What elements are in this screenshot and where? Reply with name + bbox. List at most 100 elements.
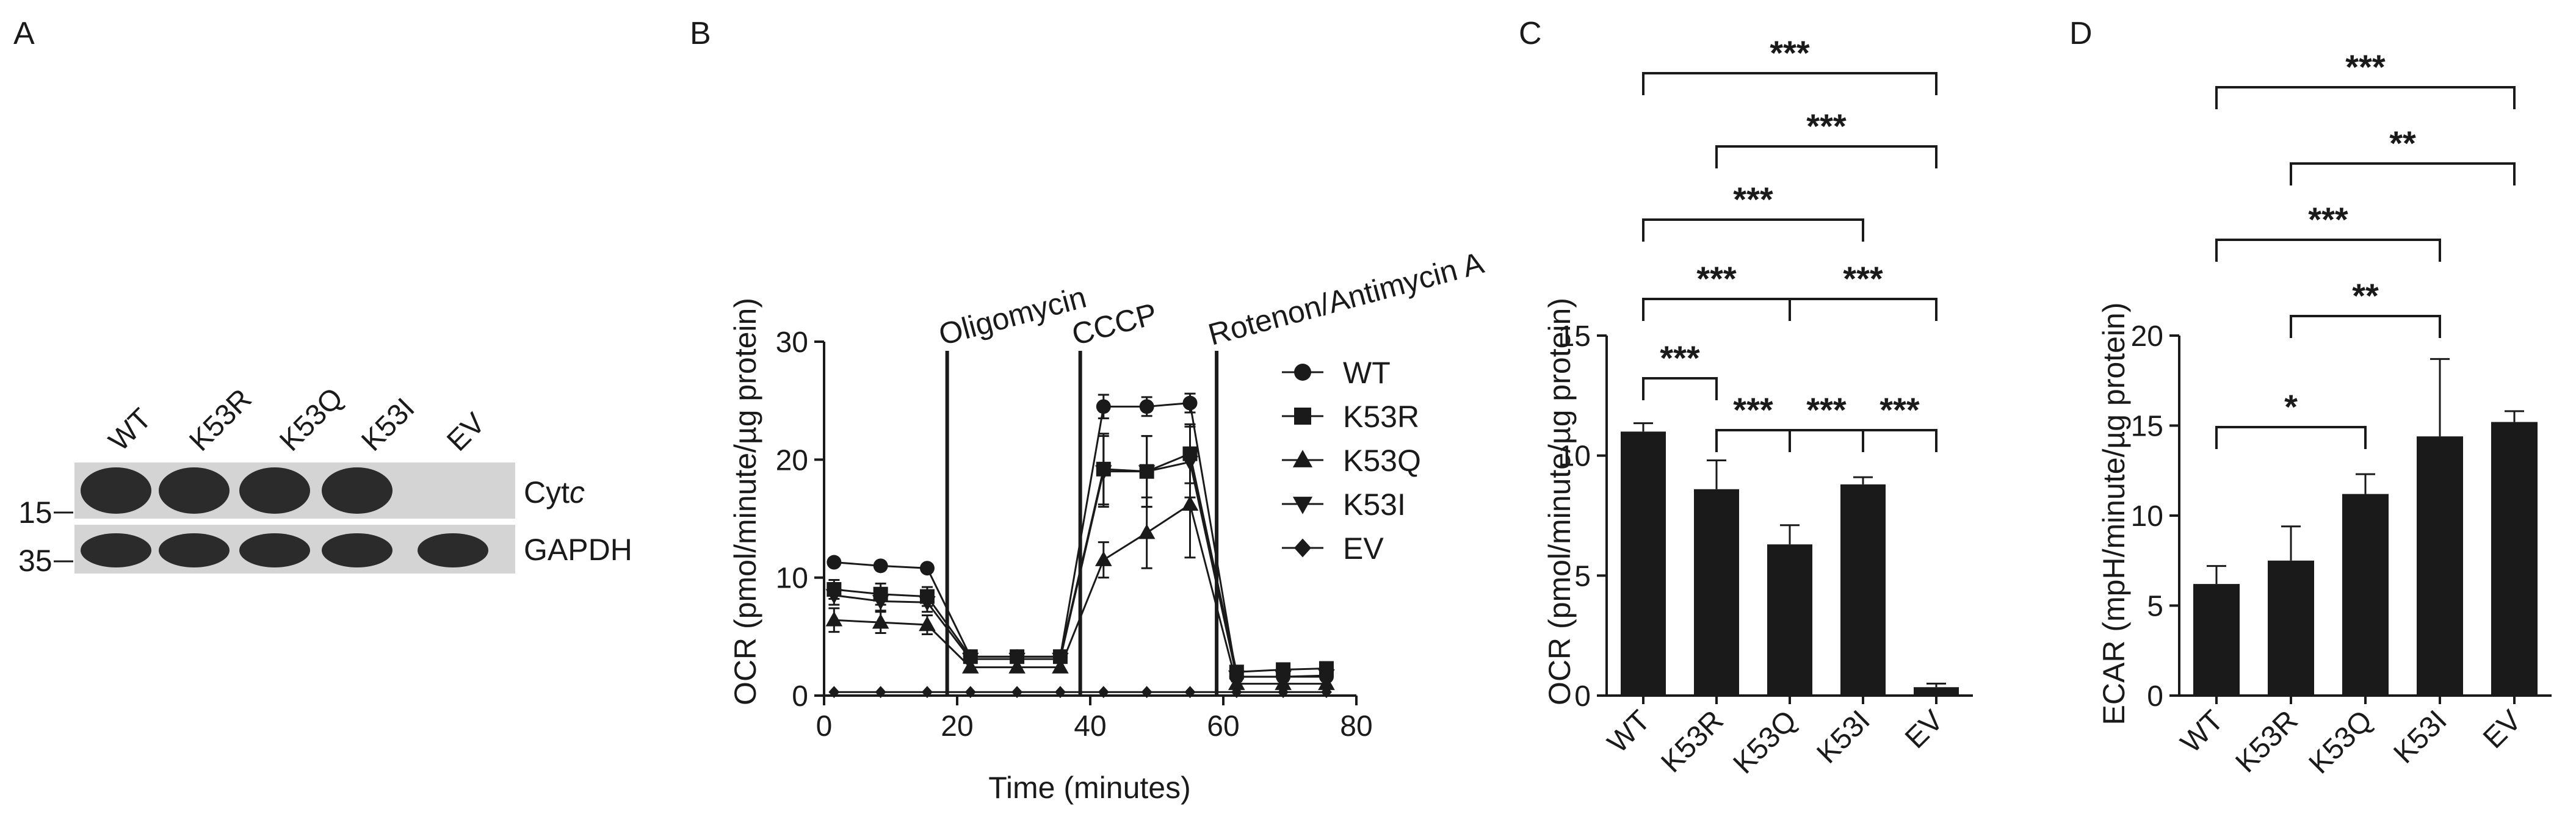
chart-d-sig-bracket bbox=[2215, 239, 2441, 262]
chart-b-series-line bbox=[834, 461, 1326, 678]
chart-b-point bbox=[825, 611, 843, 627]
blot-marker-15: 15 bbox=[18, 495, 52, 530]
chart-b-point bbox=[1138, 465, 1156, 481]
blot-lane-label: EV bbox=[441, 407, 491, 458]
chart-c-sig-bracket bbox=[1789, 298, 1937, 321]
chart-b-point bbox=[1181, 495, 1199, 511]
chart-c-sig-bracket bbox=[1715, 145, 1937, 168]
chart-b-ylabel: OCR (pmol/minute/µg protein) bbox=[728, 298, 762, 705]
chart-b-x-tick-label: 80 bbox=[1340, 710, 1372, 743]
chart-b-point bbox=[1008, 652, 1026, 668]
chart-c-bar bbox=[1767, 544, 1812, 696]
chart-b-point bbox=[1095, 551, 1112, 566]
chart-d-x-tick-label: K53I bbox=[2387, 704, 2453, 769]
chart-d-sig-bracket bbox=[2215, 86, 2516, 109]
chart-b-point bbox=[1275, 670, 1292, 686]
chart-d-y-tick-label: 15 bbox=[2131, 411, 2163, 443]
blot-lane-label: WT bbox=[103, 403, 157, 458]
panel-label-a: A bbox=[13, 16, 35, 51]
chart-d-bar bbox=[2342, 494, 2389, 696]
chart-d-bar bbox=[2491, 422, 2538, 696]
blot-lane-label: K53I bbox=[355, 392, 421, 457]
chart-b-point bbox=[1318, 669, 1335, 685]
chart-b-point bbox=[875, 686, 886, 699]
chart-c-bar bbox=[1840, 484, 1886, 696]
blot-row-label-gapdh: GAPDH bbox=[524, 533, 632, 567]
chart-d-x-tick-label: EV bbox=[2477, 704, 2528, 755]
chart-c-y-tick-label: 0 bbox=[1574, 680, 1591, 713]
chart-c-sig-label: *** bbox=[1770, 34, 1810, 72]
chart-c-sig-bracket bbox=[1862, 429, 1937, 452]
blot-band bbox=[239, 533, 310, 567]
blot-lane-label: K53Q bbox=[273, 382, 349, 458]
chart-b-legend-marker bbox=[1292, 450, 1313, 467]
chart-b-legend-label: EV bbox=[1343, 531, 1384, 566]
chart-b-point bbox=[1052, 652, 1069, 668]
chart-b-point bbox=[919, 596, 936, 611]
chart-b-x-tick-label: 20 bbox=[941, 710, 973, 743]
blot-band bbox=[81, 533, 151, 567]
blot-band bbox=[322, 533, 393, 567]
chart-b-y-tick-label: 10 bbox=[776, 563, 808, 595]
chart-b-point bbox=[964, 686, 976, 699]
chart-b-point bbox=[1095, 465, 1112, 481]
chart-b-point bbox=[1098, 686, 1109, 699]
chart-b-legend-marker bbox=[1294, 408, 1311, 425]
blot-band bbox=[159, 533, 230, 567]
chart-c-ylabel: OCR (pmol/minute/µg protein) bbox=[1543, 298, 1577, 705]
chart-d-y-tick-label: 10 bbox=[2131, 500, 2163, 533]
chart-d-sig-bracket bbox=[2290, 162, 2516, 185]
chart-d-sig-label: *** bbox=[2345, 48, 2386, 86]
chart-d-y-tick-label: 0 bbox=[2147, 680, 2163, 713]
chart-d-y-tick-label: 5 bbox=[2147, 591, 2163, 623]
chart-c-x-tick-label: WT bbox=[1602, 704, 1657, 759]
chart-b-point bbox=[873, 558, 888, 574]
chart-c-x-tick-label: EV bbox=[1899, 704, 1950, 755]
chart-b-point bbox=[828, 686, 840, 699]
chart-b-point bbox=[921, 686, 933, 699]
chart-d-sig-label: ** bbox=[2389, 124, 2416, 162]
blot-band bbox=[322, 467, 393, 514]
chart-b-point bbox=[1054, 686, 1066, 699]
chart-d-x-tick-label: WT bbox=[2175, 704, 2230, 759]
chart-b-point bbox=[962, 652, 979, 668]
chart-b-point bbox=[827, 555, 842, 570]
chart-b-legend-marker bbox=[1292, 497, 1313, 514]
chart-b-series-line bbox=[834, 503, 1326, 685]
chart-b-xlabel: Time (minutes) bbox=[988, 771, 1191, 805]
chart-b-legend-label: K53Q bbox=[1343, 444, 1421, 478]
chart-b-injection-label: Oligomycin bbox=[935, 280, 1090, 352]
chart-b-x-tick-label: 60 bbox=[1207, 710, 1239, 743]
chart-b-legend-label: K53R bbox=[1343, 400, 1419, 434]
chart-d-sig-label: * bbox=[2284, 387, 2298, 426]
chart-c-y-tick-label: 10 bbox=[1558, 441, 1591, 473]
blot-band bbox=[418, 533, 488, 567]
chart-c-sig-label: *** bbox=[1660, 339, 1700, 377]
chart-c-sig-label: *** bbox=[1806, 391, 1847, 429]
chart-d-sig-label: *** bbox=[2308, 200, 2348, 239]
blot-band bbox=[81, 467, 151, 514]
chart-b-y-tick-label: 0 bbox=[792, 680, 808, 713]
chart-b-legend-marker bbox=[1294, 364, 1311, 381]
chart-d-x-tick-label: K53R bbox=[2229, 704, 2304, 779]
chart-c-x-tick-label: K53I bbox=[1811, 704, 1876, 769]
chart-d-sig-bracket bbox=[2290, 315, 2441, 338]
chart-c-sig-bracket bbox=[1715, 429, 1791, 452]
chart-c-sig-bracket bbox=[1642, 377, 1718, 400]
chart-d-bar bbox=[2417, 436, 2463, 696]
chart-b-point bbox=[1138, 524, 1156, 539]
chart-c-sig-label: *** bbox=[1880, 391, 1920, 429]
chart-b-x-tick-label: 40 bbox=[1074, 710, 1106, 743]
chart-b-point bbox=[1096, 399, 1111, 414]
chart-b-injection-label: Rotenon/Antimycin A bbox=[1204, 245, 1487, 351]
chart-b-x-tick-label: 0 bbox=[816, 710, 833, 743]
chart-b-point bbox=[1182, 395, 1198, 411]
panel-label-c: C bbox=[1519, 16, 1542, 51]
chart-b-point bbox=[1181, 456, 1199, 471]
blot-band bbox=[159, 467, 230, 514]
chart-b-point bbox=[1320, 686, 1332, 699]
chart-c-y-tick-label: 15 bbox=[1558, 320, 1591, 353]
western-blot: WT K53R K53Q K53I EV 15 35 Cytc GAPDH bbox=[18, 382, 632, 578]
